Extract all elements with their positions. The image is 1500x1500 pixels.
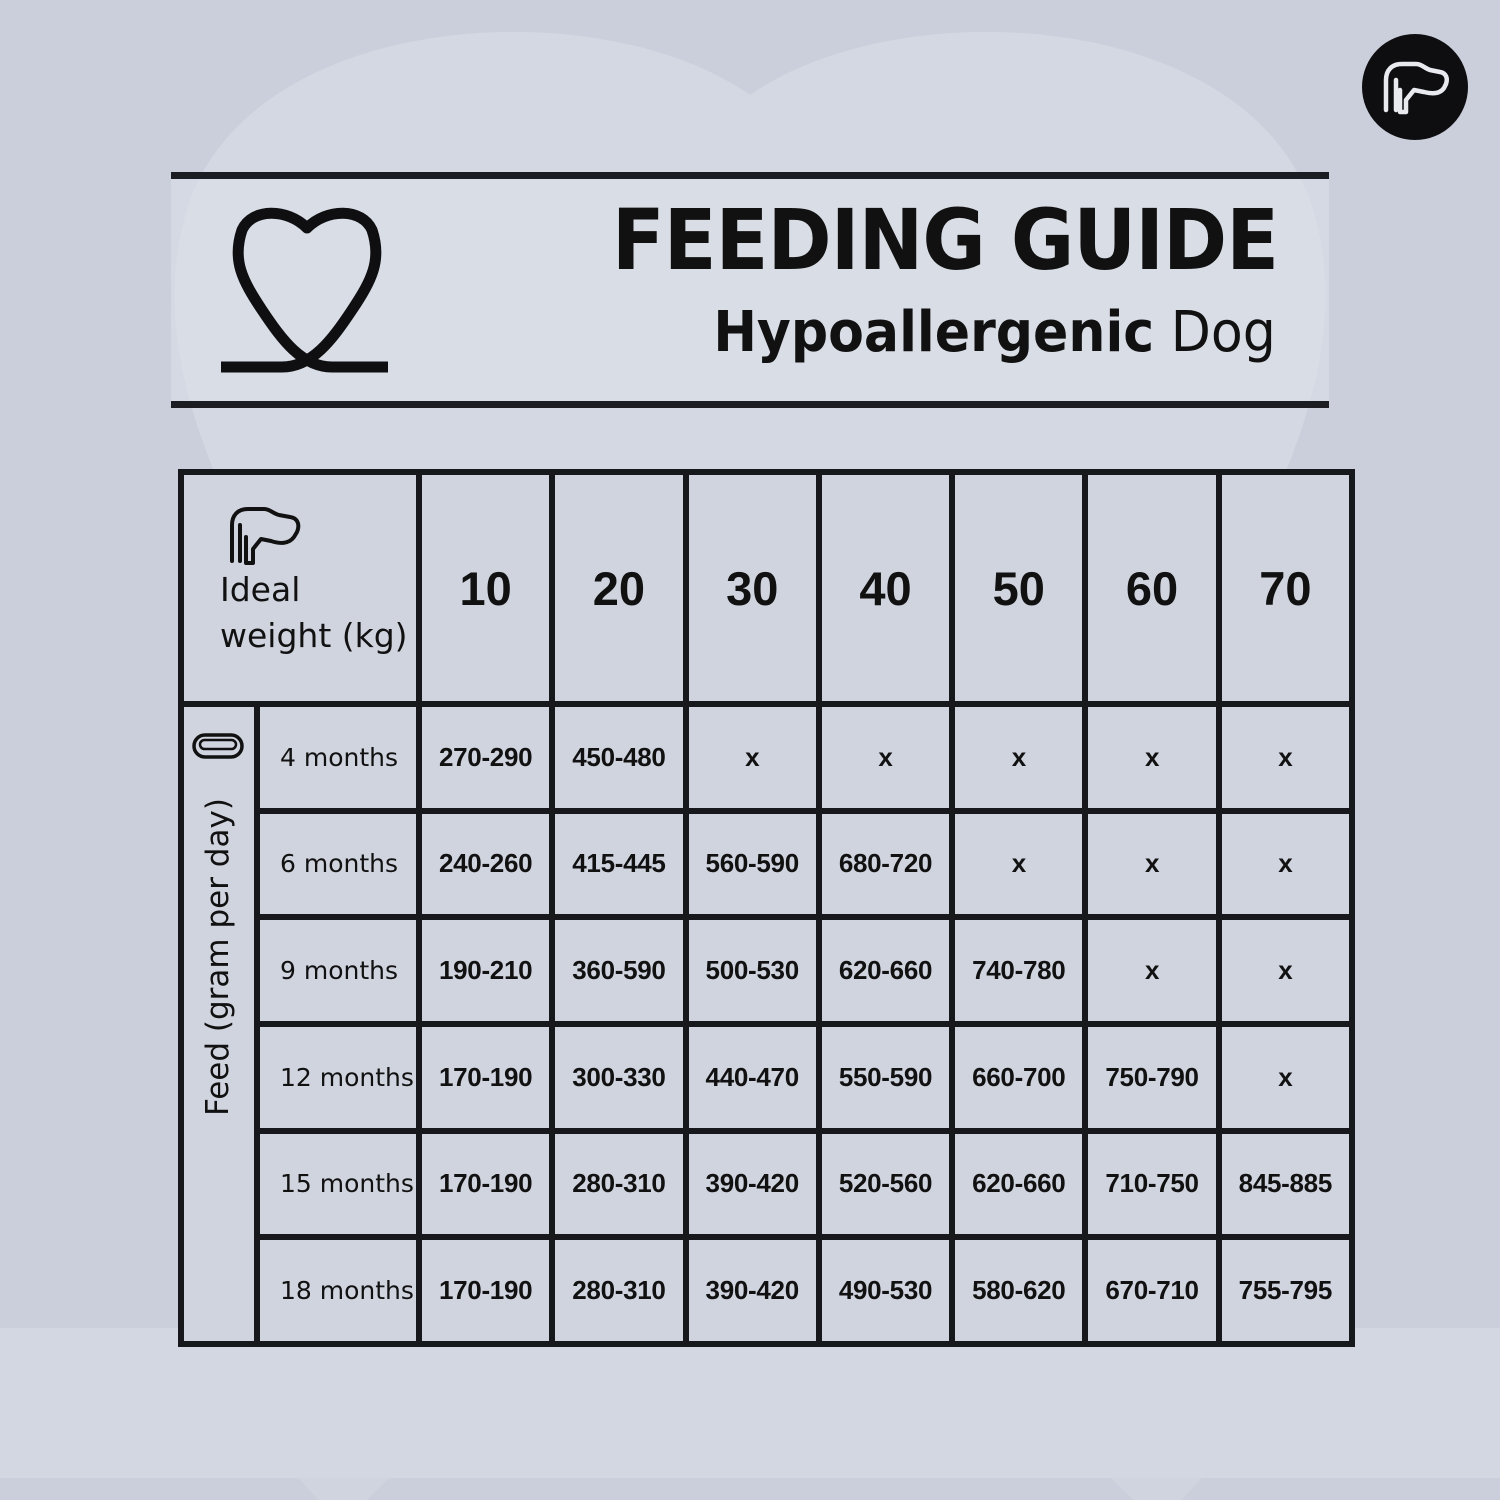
weight-header: 40 [821,475,950,701]
page-subtitle: Hypoallergenic Dog [714,305,1276,361]
feed-value: x [688,707,816,808]
feed-value: 440-470 [688,1026,816,1128]
feed-value: 500-530 [688,920,816,1021]
heart-ribbon-icon [221,207,388,373]
feed-value: 710-750 [1088,1133,1216,1235]
feed-value: 300-330 [555,1026,683,1128]
age-label: 12 months [260,1026,416,1128]
feed-value: 560-590 [688,813,816,915]
age-label: 18 months [260,1240,416,1341]
feed-value: 415-445 [555,813,683,915]
ideal-weight-label: Ideal weight (kg) [220,570,408,655]
weight-header: 50 [955,475,1083,701]
feed-value: x [1088,920,1216,1021]
weight-header: 60 [1088,475,1216,701]
feed-value: 450-480 [555,707,683,808]
feed-value: x [821,707,950,808]
weight-header: 20 [555,475,683,701]
feed-value: 390-420 [688,1133,816,1235]
age-label: 15 months [260,1133,416,1235]
feed-value: 280-310 [555,1240,683,1341]
feed-value: 680-720 [821,813,950,915]
dog-head-icon [1383,61,1449,115]
feed-value: x [1221,920,1349,1021]
dog-head-icon [230,507,301,565]
weight-header: 30 [688,475,816,701]
feed-value: 580-620 [955,1240,1083,1341]
feed-value: 270-290 [422,707,550,808]
feed-value: 670-710 [1088,1240,1216,1341]
feed-value: x [1221,707,1349,808]
weight-header: 10 [422,475,550,701]
feed-value: 490-530 [821,1240,950,1341]
table-corner: Ideal weight (kg) [184,475,416,701]
feed-value: 240-260 [422,813,550,915]
feed-value: 280-310 [555,1133,683,1235]
feed-value: x [1088,813,1216,915]
feed-value: 660-700 [955,1026,1083,1128]
feed-value: 845-885 [1221,1133,1349,1235]
age-label: 4 months [260,707,416,808]
feed-axis-cell: Feed (gram per day) [184,707,254,1341]
feed-value: 190-210 [422,920,550,1021]
food-bowl-icon [192,733,244,759]
age-label: 6 months [260,813,416,915]
age-label: 9 months [260,920,416,1021]
brand-badge [1362,34,1468,140]
header-rule-bottom [171,401,1329,408]
bottom-band [0,1328,1500,1478]
feed-value: x [955,813,1083,915]
feed-value: x [1221,813,1349,915]
header-rule-top [171,172,1329,179]
feed-value: 170-190 [422,1026,550,1128]
weight-header: 70 [1221,475,1349,701]
feed-value: 740-780 [955,920,1083,1021]
feed-value: x [1221,1026,1349,1128]
feed-value: x [955,707,1083,808]
feed-value: 620-660 [955,1133,1083,1235]
feed-value: 360-590 [555,920,683,1021]
feed-value: 550-590 [821,1026,950,1128]
feed-axis-label: Feed (gram per day) [200,798,236,1116]
subtitle-rest: Dog [1170,300,1276,365]
feed-value: 750-790 [1088,1026,1216,1128]
feed-value: 170-190 [422,1240,550,1341]
page-title: FEEDING GUIDE [611,191,1279,289]
feed-value: 520-560 [821,1133,950,1235]
feed-value: 755-795 [1221,1240,1349,1341]
feed-value: 390-420 [688,1240,816,1341]
feed-value: 170-190 [422,1133,550,1235]
feeding-table: Ideal weight (kg) 10 20 30 40 50 60 70 F… [178,469,1355,1347]
feed-value: x [1088,707,1216,808]
subtitle-strong: Hypoallergenic [713,300,1155,365]
feed-value: 620-660 [821,920,950,1021]
